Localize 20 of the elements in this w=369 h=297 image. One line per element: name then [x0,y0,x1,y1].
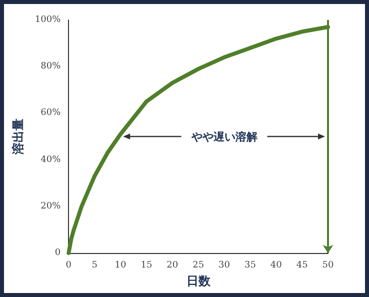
x-tick-label: 5 [92,260,98,270]
y-tick-label: 0 [54,248,61,258]
y-tick-label: 20% [40,201,62,212]
y-axis-title: 溶出量 [11,118,25,156]
y-tick-label: 40% [40,154,62,165]
x-tick-label: 45 [296,260,308,270]
x-tick-label: 25 [192,260,204,270]
y-tick-label: 80% [40,62,62,72]
y-tick-label: 100% [34,15,62,25]
x-tick-label: 0 [66,260,72,270]
y-tick-label: 60% [40,108,62,118]
x-tick-label: 10 [114,260,127,270]
x-tick-label: 30 [218,260,230,270]
x-tick-label: 35 [244,260,256,270]
x-axis-title: 日数 [186,274,212,288]
x-tick-label: 50 [322,260,334,270]
annotation: やや遅い溶解 [190,130,258,144]
x-tick-label: 20 [166,260,178,270]
x-tick-label: 15 [140,260,152,270]
x-tick-label: 40 [270,260,282,270]
